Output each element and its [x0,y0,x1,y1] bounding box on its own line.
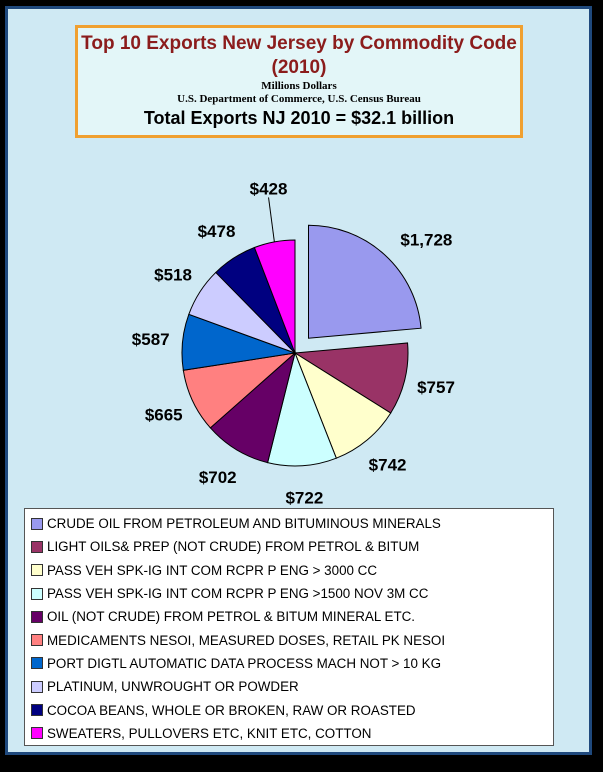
data-label-1: $1,728 [400,230,452,249]
legend-item-9: COCOA BEANS, WHOLE OR BROKEN, RAW OR ROA… [31,698,553,721]
data-label-4: $722 [285,489,323,508]
pie-slice-10 [253,239,296,354]
legend-item-10: SWEATERS, PULLOVERS ETC, KNIT ETC, COTTO… [31,722,553,745]
legend-item-4: PASS VEH SPK-IG INT COM RCPR P ENG >1500… [31,582,553,605]
legend-label: CRUDE OIL FROM PETROLEUM AND BITUMINOUS … [47,516,441,532]
legend-item-1: CRUDE OIL FROM PETROLEUM AND BITUMINOUS … [31,512,553,535]
legend-item-7: PORT DIGTL AUTOMATIC DATA PROCESS MACH N… [31,652,553,675]
total-exports-annotation: Total Exports NJ 2010 = $32.1 billion [143,108,455,128]
chart-subtitle-units: Millions Dollars [261,80,337,92]
pie-slice-1 [307,224,422,339]
legend-label: MEDICAMENTS NESOI, MEASURED DOSES, RETAI… [47,632,446,648]
title-box: Top 10 Exports New Jersey by Commodity C… [75,25,523,138]
data-label-3: $742 [369,456,407,475]
legend-item-6: MEDICAMENTS NESOI, MEASURED DOSES, RETAI… [31,628,553,651]
legend-swatch [31,634,43,647]
data-label-9: $478 [198,222,236,241]
legend-label: PASS VEH SPK-IG INT COM RCPR P ENG > 300… [47,562,378,578]
pie-slice-2 [293,342,409,414]
chart-title: Top 10 Exports New Jersey by Commodity C… [81,33,517,78]
legend-swatch [31,517,43,530]
legend: CRUDE OIL FROM PETROLEUM AND BITUMINOUS … [24,508,554,746]
data-label-7: $587 [132,330,170,349]
leader-line [268,197,275,242]
legend-label: PORT DIGTL AUTOMATIC DATA PROCESS MACH N… [47,655,441,671]
data-label-5: $702 [199,468,237,487]
legend-swatch [31,587,43,600]
legend-swatch [31,680,43,693]
legend-label: LIGHT OILS& PREP (NOT CRUDE) FROM PETROL… [47,539,420,555]
legend-label: PLATINUM, UNWROUGHT OR POWDER [47,679,299,695]
chart-subtitle-source: U.S. Department of Commerce, U.S. Census… [177,93,421,105]
legend-item-8: PLATINUM, UNWROUGHT OR POWDER [31,675,553,698]
data-label-10: $428 [250,179,288,198]
legend-swatch [31,610,43,623]
data-label-8: $518 [154,266,192,285]
legend-label: OIL (NOT CRUDE) FROM PETROL & BITUM MINE… [47,609,416,625]
legend-label: PASS VEH SPK-IG INT COM RCPR P ENG >1500… [47,586,429,602]
legend-swatch [31,564,43,577]
pie-slice-3 [293,351,392,459]
legend-swatch [31,540,43,553]
data-label-2: $757 [417,378,455,397]
legend-item-2: LIGHT OILS& PREP (NOT CRUDE) FROM PETROL… [31,535,553,558]
legend-label: COCOA BEANS, WHOLE OR BROKEN, RAW OR ROA… [47,702,416,718]
data-label-6: $665 [145,406,183,425]
legend-swatch [31,727,43,740]
legend-label: SWEATERS, PULLOVERS ETC, KNIT ETC, COTTO… [47,725,372,741]
legend-item-5: OIL (NOT CRUDE) FROM PETROL & BITUM MINE… [31,605,553,628]
legend-swatch [31,657,43,670]
legend-swatch [31,704,43,717]
legend-item-3: PASS VEH SPK-IG INT COM RCPR P ENG > 300… [31,559,553,582]
